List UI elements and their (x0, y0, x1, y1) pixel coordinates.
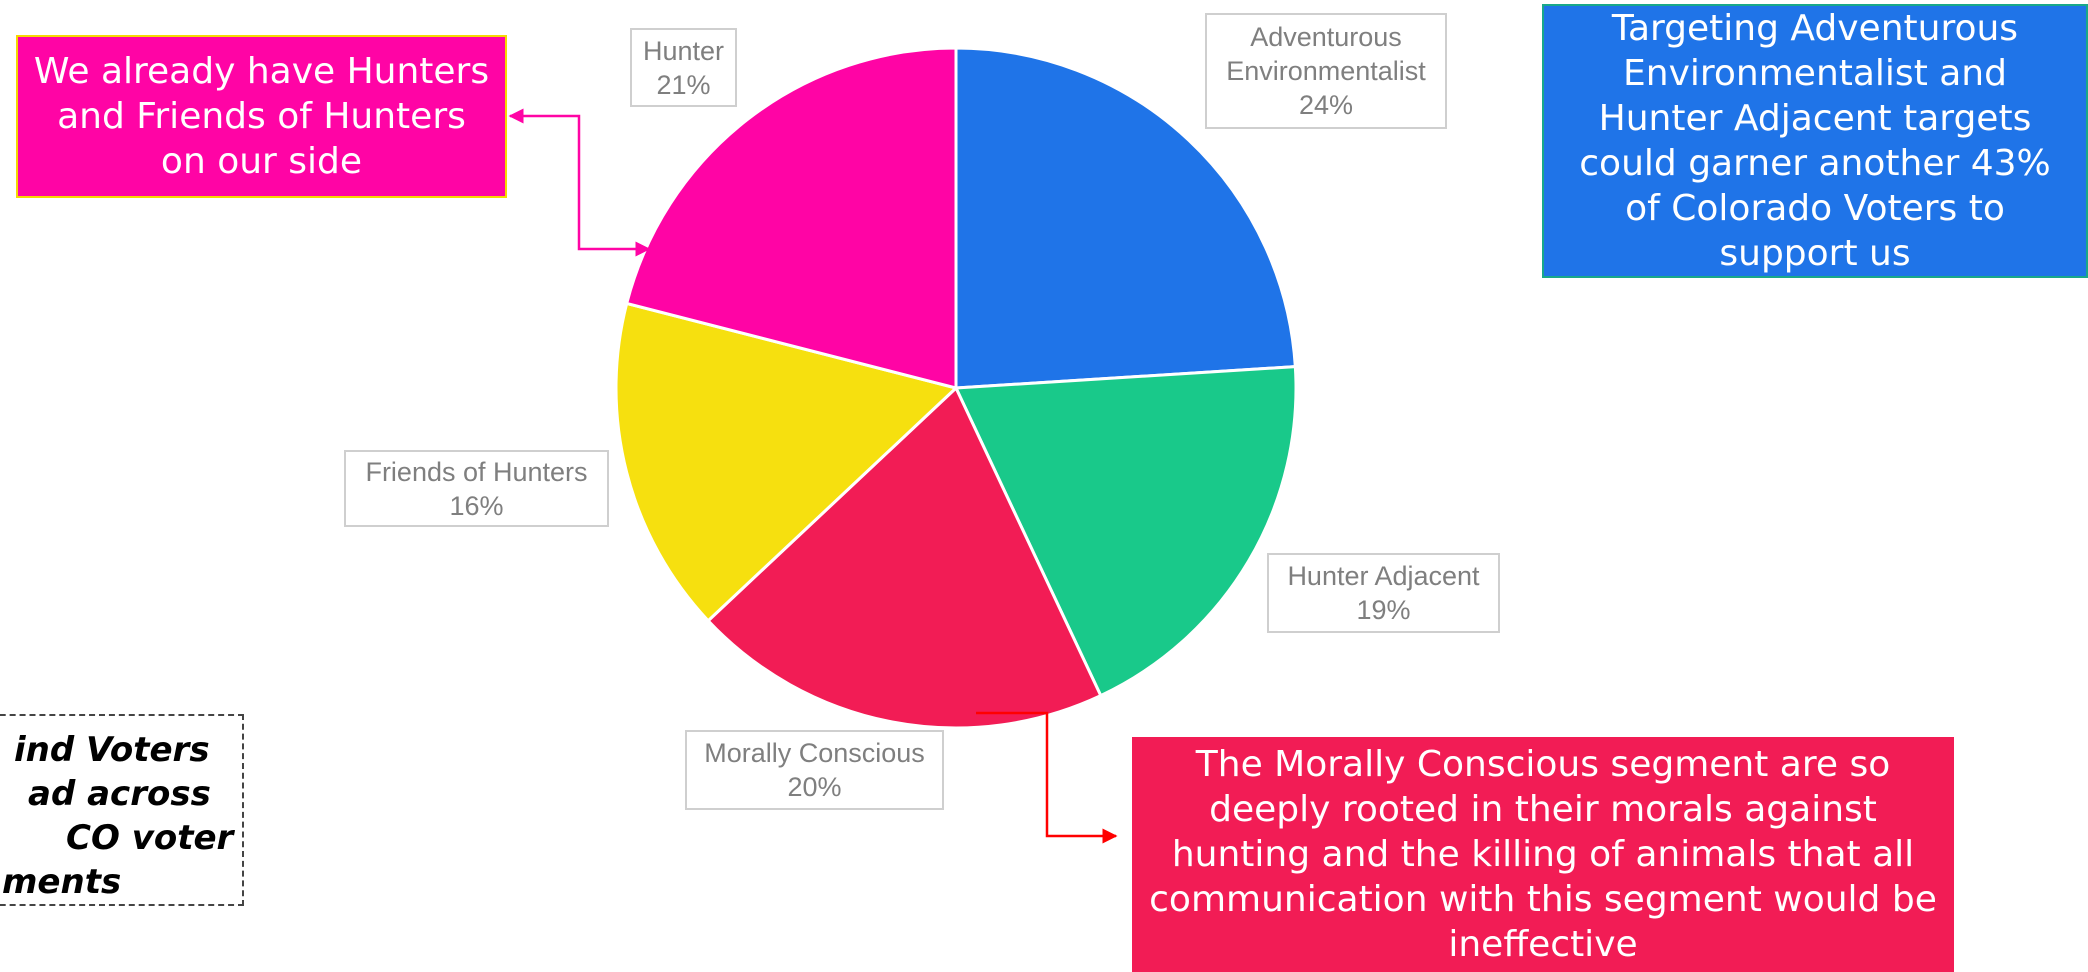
data-label: Adventurous Environmentalist 24% (1205, 13, 1447, 129)
value-label: 20% (787, 772, 842, 802)
annotation: We already have Hunters and Friends of H… (16, 35, 507, 198)
data-label: Friends of Hunters 16% (344, 450, 609, 527)
category-label: Hunter (642, 35, 725, 66)
value-label: 24% (1298, 90, 1354, 120)
category-label: Morally Conscious (704, 738, 925, 768)
category-label: Hunter Adjacent (1287, 561, 1480, 591)
category-label: Friends of Hunters (365, 456, 588, 487)
note-line: ments (2, 862, 122, 902)
data-label: Hunter 21% (630, 28, 737, 107)
value-label: 16% (449, 490, 504, 521)
annotation: Targeting Adventurous Environmentalist a… (1542, 4, 2088, 278)
category-label: Adventurous Environmentalist (1226, 22, 1426, 86)
slice (614, 301, 960, 623)
cropped-note: ind Voters ad across CO voter ments (0, 714, 244, 906)
note-line: ad across (28, 774, 211, 814)
slice (954, 46, 1297, 390)
pie (614, 46, 1298, 730)
slice (706, 385, 1103, 730)
arrow (976, 711, 1118, 844)
data-label: Morally Conscious 20% (685, 730, 944, 810)
arrow (508, 108, 651, 257)
note-line: CO voter (66, 818, 234, 858)
data-label: Hunter Adjacent 19% (1267, 553, 1500, 633)
value-label: 21% (656, 69, 711, 100)
slice (953, 365, 1298, 698)
note-line: ind Voters (14, 730, 210, 770)
annotation: The Morally Conscious segment are so dee… (1132, 737, 1954, 972)
value-label: 19% (1356, 595, 1411, 625)
